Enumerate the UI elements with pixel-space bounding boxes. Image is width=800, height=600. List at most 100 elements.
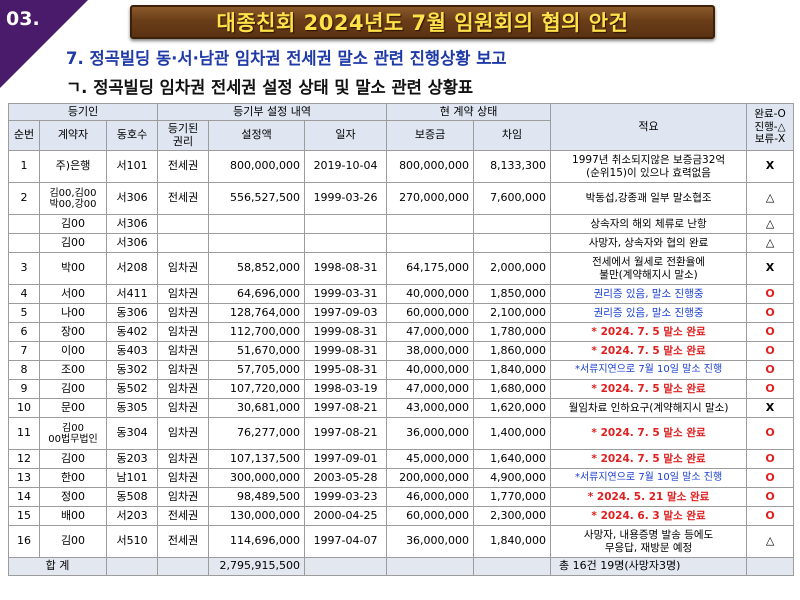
table-row: 1 주)은행 서101 전세권 800,000,000 2019-10-04 800,000… (8, 150, 795, 183)
registration-date: 1999-03-31 (304, 284, 388, 304)
group-header-registrant: 등기인 (7, 103, 159, 121)
column-header-note: 적요 (550, 103, 748, 151)
row-number: 2 (8, 182, 40, 215)
group-header-registry: 등기부 설정 내역 (157, 103, 388, 121)
rent-amount: 2,000,000 (473, 252, 552, 285)
status-mark: △ (746, 182, 795, 215)
registered-right: 전세권 (157, 182, 210, 215)
rent-amount: 4,900,000 (473, 468, 552, 488)
status-mark: X (746, 150, 795, 183)
row-number: 16 (8, 525, 40, 558)
status-mark: O (746, 449, 795, 469)
registration-date: 1997-08-21 (304, 398, 388, 418)
registered-right: 임차권 (157, 322, 210, 342)
row-number: 4 (8, 284, 40, 304)
group-header-contract: 현 계약 상태 (386, 103, 552, 121)
rent-amount: 1,780,000 (473, 322, 552, 342)
deposit-amount (386, 214, 475, 234)
contractor-name: 김00 (39, 214, 107, 234)
table-row: 7 이00 동403 임차권 51,670,000 1999-08-31 38,000,00… (8, 341, 795, 361)
total-cell-empty (473, 557, 552, 576)
row-number: 6 (8, 322, 40, 342)
deposit-amount: 60,000,000 (386, 303, 475, 323)
registration-date: 2019-10-04 (304, 150, 388, 183)
total-summary: 총 16건 19명(사망자3명) (550, 557, 748, 576)
registration-date: 2003-05-28 (304, 468, 388, 488)
table-row: 9 김00 동502 임차권 107,720,000 1998-03-19 47,000,0… (8, 379, 795, 399)
deposit-amount: 270,000,000 (386, 182, 475, 215)
table-row: 6 장00 동402 임차권 112,700,000 1999-08-31 47,000,0… (8, 322, 795, 342)
contractor-name: 정00 (39, 487, 107, 507)
status-mark: O (746, 417, 795, 450)
status-mark: △ (746, 525, 795, 558)
unit-number: 서306 (105, 214, 159, 234)
row-number: 13 (8, 468, 40, 488)
table-row: 3 박00 서208 임차권 58,852,000 1998-08-31 64,175,00… (8, 252, 795, 285)
deposit-amount: 36,000,000 (386, 417, 475, 450)
unit-number: 동305 (105, 398, 159, 418)
set-amount: 114,696,000 (208, 525, 306, 558)
rent-amount: 1,840,000 (473, 525, 552, 558)
remark: 월임차료 인하요구(계약해지시 말소) (550, 398, 748, 418)
remark: * 2024. 5. 21 말소 완료 (550, 487, 748, 507)
row-number: 9 (8, 379, 40, 399)
registered-right (157, 233, 210, 253)
status-mark: O (746, 360, 795, 380)
registration-date: 1997-09-01 (304, 449, 388, 469)
remark: * 2024. 6. 3 말소 완료 (550, 506, 748, 526)
row-number: 5 (8, 303, 40, 323)
total-cell-empty (304, 557, 388, 576)
column-header-status: 완료-O 진행-△ 보류-X (746, 103, 795, 151)
set-amount: 300,000,000 (208, 468, 306, 488)
table-row: 15 배00 서203 전세권 130,000,000 2000-04-25 60,000,… (8, 506, 795, 526)
rent-amount: 1,860,000 (473, 341, 552, 361)
rent-amount: 1,840,000 (473, 360, 552, 380)
table-row: 김00 서306 사망자, 상속자와 협의 완료 △ (8, 233, 795, 253)
total-cell-empty (157, 557, 210, 576)
deposit-amount: 40,000,000 (386, 284, 475, 304)
table-row: 김00 서306 상속자의 해외 체류로 난항 △ (8, 214, 795, 234)
status-mark: O (746, 303, 795, 323)
registration-date: 1998-08-31 (304, 252, 388, 285)
rent-amount: 1,400,000 (473, 417, 552, 450)
column-header-amount: 설정액 (208, 120, 306, 151)
set-amount: 30,681,000 (208, 398, 306, 418)
row-number: 12 (8, 449, 40, 469)
contractor-name: 이00 (39, 341, 107, 361)
status-mark: △ (746, 214, 795, 234)
set-amount: 57,705,000 (208, 360, 306, 380)
total-label: 합 계 (8, 557, 107, 576)
rent-amount: 7,600,000 (473, 182, 552, 215)
registration-date: 1997-08-21 (304, 417, 388, 450)
lease-status-table: 등기인 등기부 설정 내역 현 계약 상태 적요 완료-O 진행-△ 보류-X … (7, 103, 795, 576)
registered-right: 임차권 (157, 341, 210, 361)
contractor-name: 장00 (39, 322, 107, 342)
rent-amount: 1,640,000 (473, 449, 552, 469)
deposit-amount: 800,000,000 (386, 150, 475, 183)
set-amount: 130,000,000 (208, 506, 306, 526)
contractor-name: 김00 (39, 449, 107, 469)
unit-number: 동402 (105, 322, 159, 342)
remark: 사망자, 내용증명 발송 등에도 무응답, 재방문 예정 (550, 525, 748, 558)
column-header-deposit: 보증금 (386, 120, 475, 151)
row-number: 1 (8, 150, 40, 183)
status-mark: O (746, 506, 795, 526)
unit-number: 서510 (105, 525, 159, 558)
remark: *서류지연으로 7월 10일 말소 진행 (550, 360, 748, 380)
total-cell-empty (386, 557, 475, 576)
section-heading: 7. 정곡빌딩 동·서·남관 임차권 전세권 말소 관련 진행상황 보고 (66, 49, 507, 68)
deposit-amount: 60,000,000 (386, 506, 475, 526)
table-heading: ㄱ. 정곡빌딩 임차권 전세권 설정 상태 및 말소 관련 상황표 (66, 78, 474, 97)
contractor-name: 한00 (39, 468, 107, 488)
registered-right: 임차권 (157, 417, 210, 450)
contractor-name: 서00 (39, 284, 107, 304)
unit-number: 서306 (105, 182, 159, 215)
row-number (8, 233, 40, 253)
registration-date: 1999-03-23 (304, 487, 388, 507)
contractor-name: 문00 (39, 398, 107, 418)
table-row: 12 김00 동203 임차권 107,137,500 1997-09-01 45,000,… (8, 449, 795, 469)
rent-amount: 1,680,000 (473, 379, 552, 399)
registration-date: 1999-08-31 (304, 341, 388, 361)
contractor-name: 나00 (39, 303, 107, 323)
registration-date: 1999-03-26 (304, 182, 388, 215)
